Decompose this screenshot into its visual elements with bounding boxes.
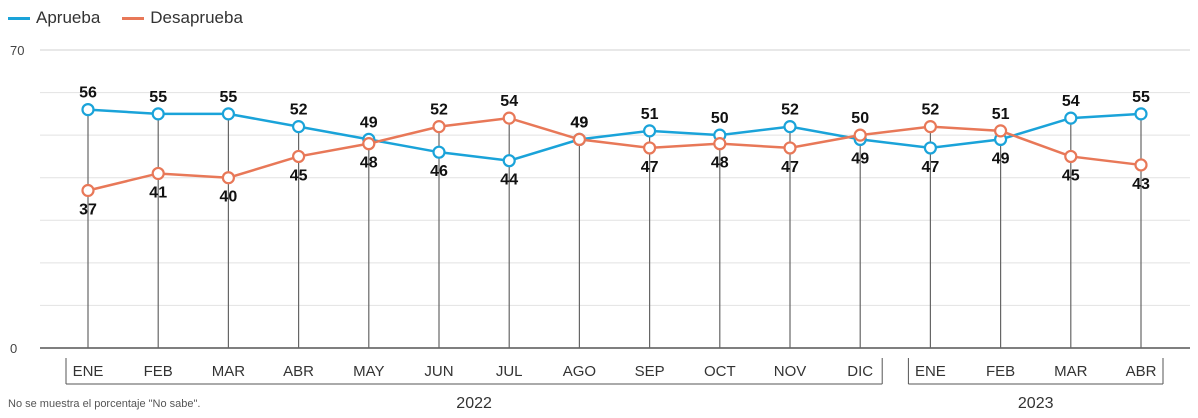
x-tick-label: NOV	[774, 363, 807, 380]
data-label-desaprueba: 47	[781, 159, 799, 176]
data-label-aprueba: 44	[500, 172, 518, 189]
data-label-desaprueba: 41	[149, 184, 167, 201]
series-line-desaprueba	[87, 116, 1142, 192]
footnote: No se muestra el porcentaje "No sabe".	[8, 398, 201, 410]
data-label-desaprueba: 48	[711, 155, 729, 172]
x-tick-label: FEB	[144, 363, 173, 380]
data-point-desaprueba	[923, 120, 938, 134]
data-point-desaprueba	[81, 183, 95, 198]
data-label-aprueba: 51	[641, 106, 659, 123]
data-point-aprueba	[1064, 111, 1078, 125]
legend-item-desaprueba: Desaprueba	[122, 8, 243, 28]
data-point-aprueba	[221, 107, 235, 121]
data-point-aprueba	[432, 145, 446, 159]
data-point-aprueba	[642, 124, 657, 138]
x-tick-label: JUN	[424, 363, 453, 380]
data-point-aprueba	[292, 120, 306, 134]
x-tick-label: ENE	[73, 363, 104, 380]
year-label: 2023	[1018, 395, 1054, 412]
year-label: 2022	[456, 395, 492, 412]
data-label-aprueba: 52	[290, 102, 308, 119]
data-point-desaprueba	[783, 141, 797, 155]
data-point-desaprueba	[432, 120, 446, 134]
legend-label-aprueba: Aprueba	[36, 8, 101, 27]
data-point-aprueba	[783, 120, 797, 134]
data-label-desaprueba: 45	[290, 167, 308, 184]
series-line-aprueba	[87, 108, 1142, 162]
data-point-aprueba	[502, 154, 516, 168]
data-label-aprueba: 49	[571, 114, 589, 131]
data-label-aprueba: 50	[711, 110, 729, 127]
data-label-desaprueba: 40	[220, 189, 238, 206]
data-point-desaprueba	[572, 132, 587, 146]
x-tick-label: JUL	[496, 363, 523, 380]
data-point-desaprueba	[292, 149, 306, 164]
x-tick-label: FEB	[986, 363, 1015, 380]
x-tick-label: OCT	[704, 363, 736, 380]
x-tick-label: SEP	[635, 363, 665, 380]
data-label-aprueba: 46	[430, 163, 448, 180]
data-point-desaprueba	[362, 137, 376, 151]
x-tick-label: ABR	[283, 363, 314, 380]
data-label-desaprueba: 37	[79, 201, 97, 218]
data-point-desaprueba	[1064, 149, 1078, 164]
data-label-aprueba: 55	[220, 89, 238, 106]
legend-swatch-aprueba	[8, 16, 30, 20]
data-label-aprueba: 56	[79, 85, 97, 102]
data-label-desaprueba: 54	[500, 93, 518, 110]
data-label-desaprueba: 51	[992, 106, 1010, 123]
data-label-desaprueba: 43	[1132, 176, 1150, 193]
data-label-aprueba: 55	[149, 89, 167, 106]
data-point-desaprueba	[713, 137, 727, 151]
data-point-aprueba	[151, 107, 165, 121]
data-point-desaprueba	[642, 141, 657, 155]
x-tick-label: AGO	[563, 363, 596, 380]
data-point-aprueba	[1134, 107, 1148, 121]
data-label-desaprueba: 50	[851, 110, 869, 127]
data-label-aprueba: 54	[1062, 93, 1080, 110]
x-tick-label: MAY	[353, 363, 384, 380]
data-point-desaprueba	[993, 124, 1008, 138]
data-label-aprueba: 49	[992, 150, 1010, 167]
y-tick-label: 70	[10, 43, 24, 58]
x-tick-label: DIC	[847, 363, 873, 380]
data-point-aprueba	[923, 141, 938, 155]
x-tick-label: MAR	[212, 363, 246, 380]
data-label-desaprueba: 49	[571, 114, 589, 131]
legend-label-desaprueba: Desaprueba	[150, 8, 243, 27]
x-tick-label: MAR	[1054, 363, 1088, 380]
data-point-desaprueba	[151, 166, 165, 181]
y-tick-label: 0	[10, 341, 17, 356]
data-label-desaprueba: 52	[922, 102, 940, 119]
data-label-desaprueba: 48	[360, 155, 378, 172]
legend-swatch-desaprueba	[122, 16, 145, 20]
legend: Aprueba Desaprueba	[8, 8, 243, 28]
data-label-aprueba: 52	[781, 102, 799, 119]
data-label-desaprueba: 45	[1062, 167, 1080, 184]
data-point-desaprueba	[853, 128, 867, 142]
legend-item-aprueba: Aprueba	[8, 8, 100, 28]
data-label-aprueba: 55	[1132, 89, 1150, 106]
data-point-desaprueba	[1134, 158, 1148, 172]
data-point-desaprueba	[221, 171, 235, 185]
x-tick-label: ABR	[1126, 363, 1157, 380]
x-tick-label: ENE	[915, 363, 946, 380]
data-label-aprueba: 47	[922, 159, 940, 176]
data-label-aprueba: 49	[360, 114, 378, 131]
data-point-aprueba	[81, 102, 95, 117]
data-label-desaprueba: 52	[430, 102, 448, 119]
data-point-desaprueba	[502, 111, 516, 125]
data-label-aprueba: 49	[851, 150, 869, 167]
data-label-desaprueba: 47	[641, 159, 659, 176]
